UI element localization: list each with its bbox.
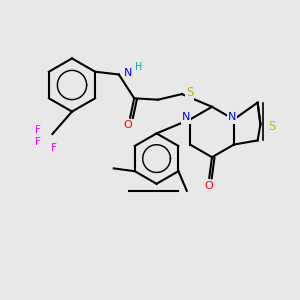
Text: H: H [135, 61, 142, 71]
Text: N: N [124, 68, 132, 77]
Text: O: O [124, 120, 132, 130]
Text: F: F [52, 143, 57, 153]
Text: F: F [35, 137, 41, 147]
Text: S: S [186, 85, 193, 99]
Text: O: O [205, 181, 214, 191]
Text: N: N [228, 112, 236, 122]
Text: S: S [268, 120, 276, 133]
Text: F: F [35, 125, 41, 135]
Text: N: N [182, 112, 190, 122]
